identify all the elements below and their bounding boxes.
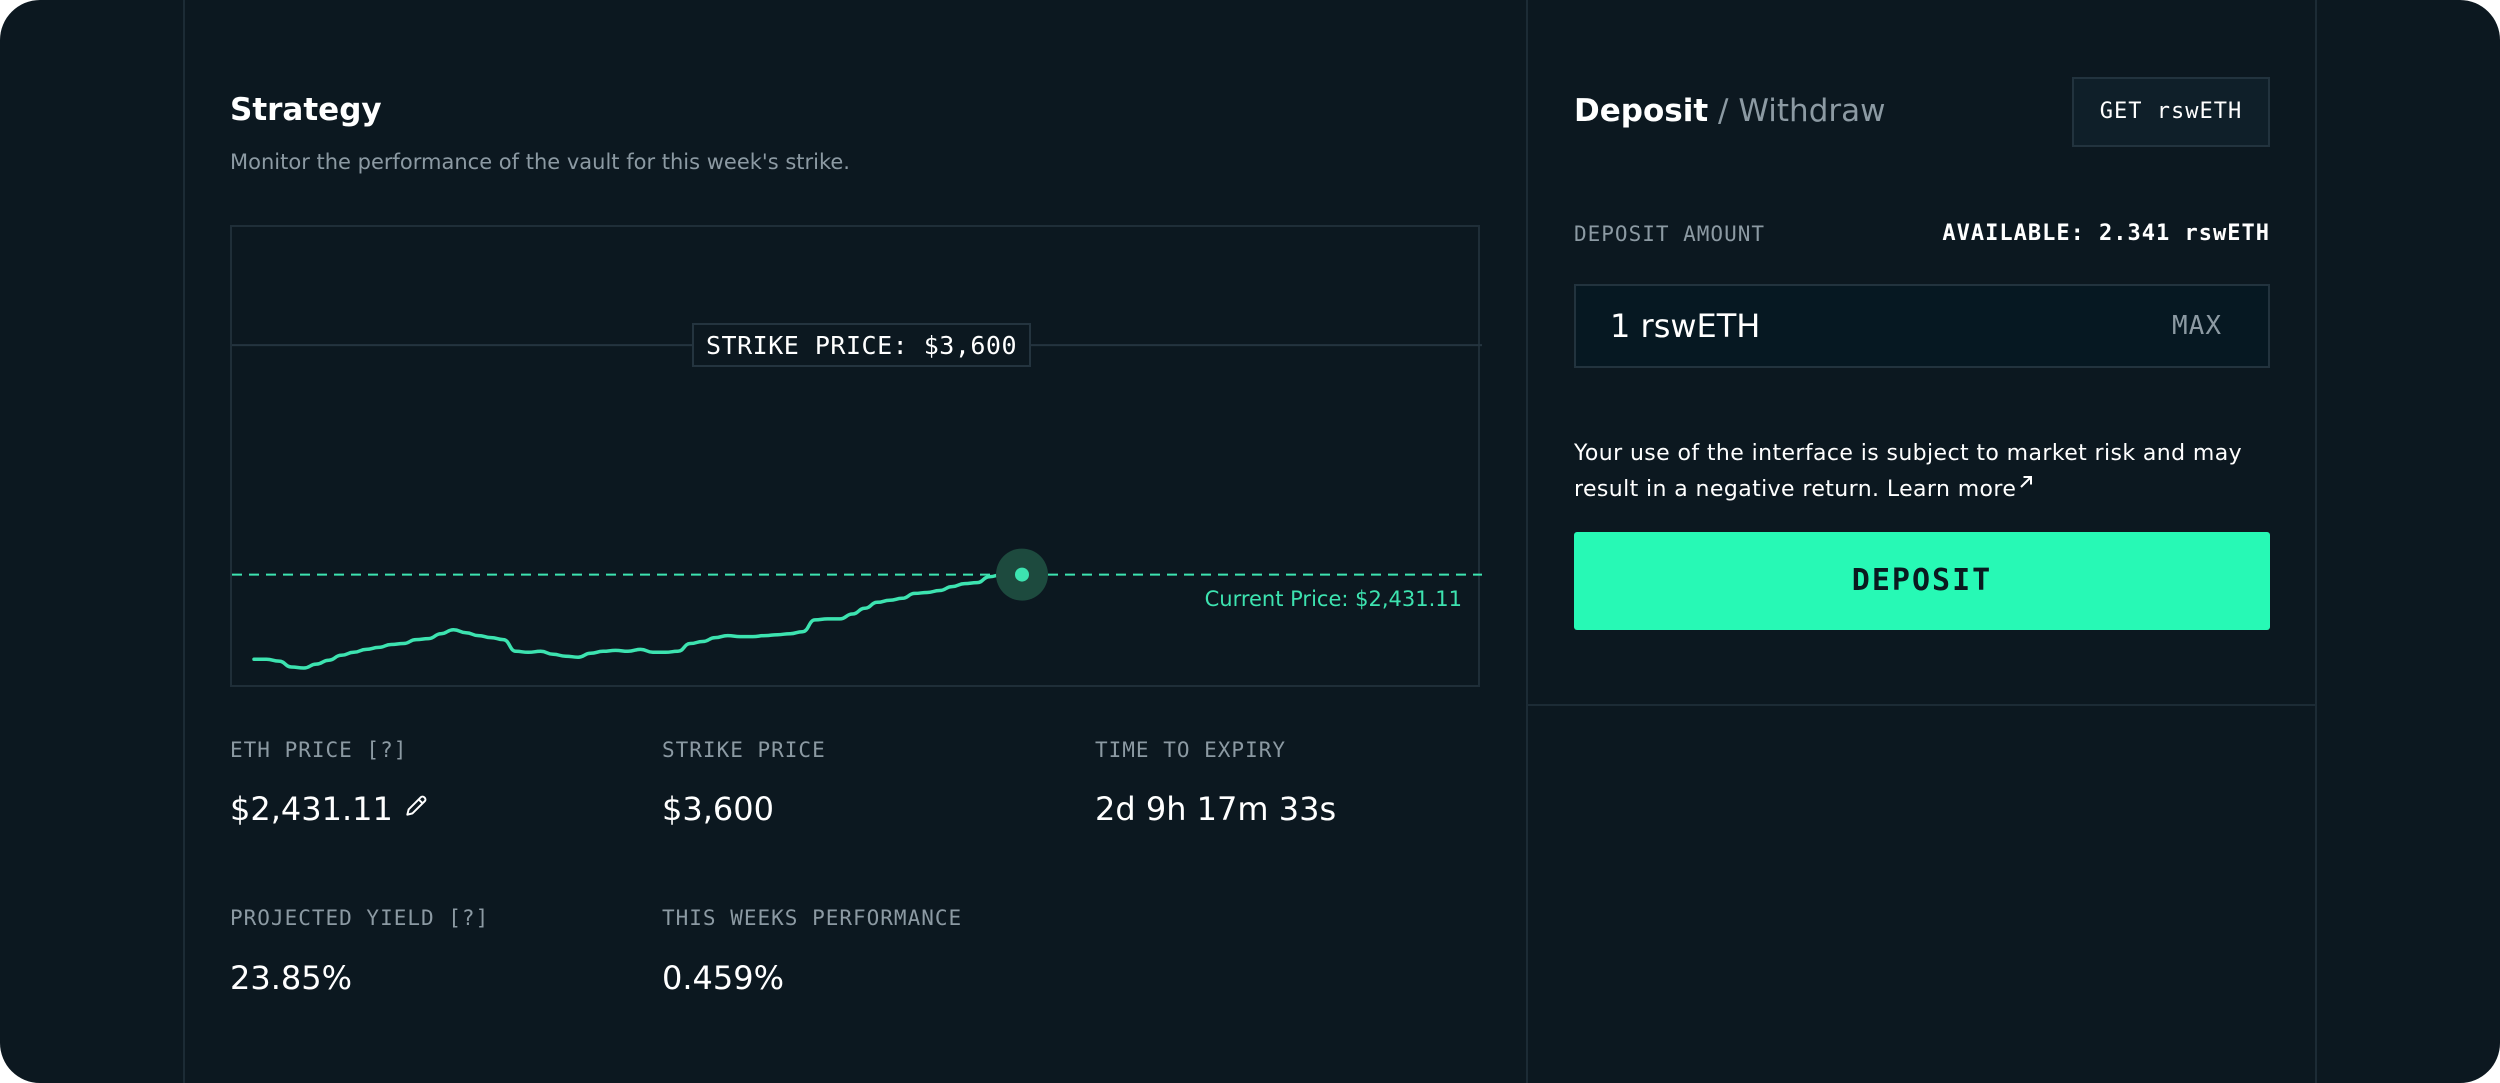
arrow-up-right-icon bbox=[2020, 476, 2033, 488]
deposit-panel-bottom-divider bbox=[1527, 704, 2315, 706]
eth-price-label[interactable]: ETH PRICE [?] bbox=[230, 738, 408, 762]
strategy-title: Strategy bbox=[230, 92, 382, 128]
risk-disclaimer: Your use of the interface is subject to … bbox=[1574, 436, 2274, 508]
deposit-withdraw-tabs: Deposit / Withdraw bbox=[1574, 93, 1885, 129]
get-rsweth-button[interactable]: GET rswETH bbox=[2072, 77, 2270, 147]
pencil-icon[interactable] bbox=[403, 789, 429, 827]
weekly-performance-value: 0.459% bbox=[662, 959, 785, 997]
divider-center bbox=[1526, 0, 1528, 1083]
risk-disclaimer-text: Your use of the interface is subject to … bbox=[1574, 441, 2243, 502]
weekly-performance-label: THIS WEEKS PERFORMANCE bbox=[662, 906, 963, 930]
time-to-expiry-value: 2d 9h 17m 33s bbox=[1095, 790, 1337, 828]
deposit-button[interactable]: DEPOSIT bbox=[1574, 532, 2270, 630]
price-chart: STRIKE PRICE: $3,600 Current Price: $2,4… bbox=[230, 225, 1482, 687]
max-button[interactable]: MAX bbox=[2172, 311, 2222, 341]
learn-more-label: Learn more bbox=[1886, 477, 2017, 502]
deposit-amount-label: DEPOSIT AMOUNT bbox=[1574, 222, 1766, 246]
deposit-amount-input[interactable] bbox=[1610, 286, 2110, 366]
price-series-line bbox=[252, 572, 1004, 670]
learn-more-link[interactable]: Learn more bbox=[1886, 476, 2034, 502]
strategy-subtitle: Monitor the performance of the vault for… bbox=[230, 150, 850, 174]
pencil-icon-svg bbox=[406, 795, 427, 816]
eth-price-amount: $2,431.11 bbox=[230, 790, 393, 828]
divider-right bbox=[2315, 0, 2317, 1083]
projected-yield-label[interactable]: PROJECTED YIELD [?] bbox=[230, 906, 490, 930]
price-chart-svg bbox=[232, 344, 1482, 670]
eth-price-value: $2,431.11 bbox=[230, 790, 429, 828]
projected-yield-value: 23.85% bbox=[230, 959, 353, 997]
current-price-marker bbox=[1015, 567, 1029, 582]
tab-withdraw[interactable]: Withdraw bbox=[1738, 93, 1886, 129]
strike-price-label: STRIKE PRICE bbox=[662, 738, 826, 762]
tab-deposit[interactable]: Deposit bbox=[1574, 93, 1709, 129]
available-balance: AVAILABLE: 2.341 rswETH bbox=[1942, 221, 2270, 246]
tab-separator: / bbox=[1708, 93, 1739, 129]
deposit-amount-field[interactable]: MAX bbox=[1574, 284, 2270, 368]
divider-left bbox=[183, 0, 185, 1083]
strike-price-tag: STRIKE PRICE: $3,600 bbox=[692, 323, 1032, 368]
time-to-expiry-label: TIME TO EXPIRY bbox=[1095, 738, 1287, 762]
strike-price-value: $3,600 bbox=[662, 790, 774, 828]
current-price-tag: Current Price: $2,431.11 bbox=[1204, 586, 1462, 611]
